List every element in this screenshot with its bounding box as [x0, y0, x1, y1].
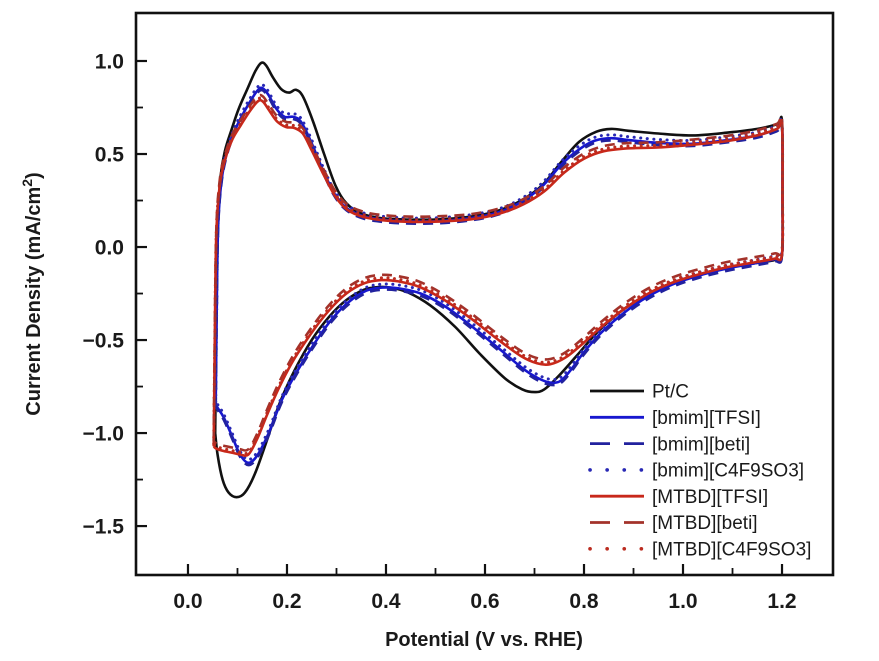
y-axis-label: Current Density (mA/cm2) — [19, 172, 45, 415]
x-tick-label: 1.0 — [668, 590, 697, 613]
x-tick-label: 0.8 — [569, 590, 599, 613]
cv-curve-mtbd-dotted — [212, 96, 785, 455]
legend-label: [bmim][C4F9SO3] — [652, 461, 804, 482]
legend-label: [MTBD][TFSI] — [652, 487, 768, 508]
x-tick-label: 0.6 — [470, 590, 499, 613]
x-tick-label: 0.4 — [371, 590, 401, 613]
y-tick-label: −1.5 — [83, 515, 125, 538]
x-tick-label: 1.2 — [767, 590, 796, 613]
legend-label: Pt/C — [652, 382, 689, 403]
y-tick-label: 0.5 — [95, 143, 125, 166]
x-tick-label: 0.2 — [272, 590, 301, 613]
y-tick-label: 0.0 — [95, 236, 124, 259]
legend-label: [bmim][beti] — [652, 434, 750, 455]
cv-curve-bmim-dotted — [214, 82, 785, 461]
legend-label: [MTBD][beti] — [652, 513, 758, 534]
cv-curve-bmim-dashed — [214, 88, 785, 467]
legend-label: [MTBD][C4F9SO3] — [652, 539, 811, 560]
y-tick-label: 1.0 — [95, 50, 124, 73]
x-axis-label: Potential (V vs. RHE) — [385, 629, 583, 651]
y-tick-label: −1.0 — [83, 422, 124, 445]
x-tick-label: 0.0 — [173, 590, 202, 613]
y-tick-label: −0.5 — [83, 329, 125, 352]
legend-label: [bmim][TFSI] — [652, 408, 761, 429]
plot-frame — [134, 11, 835, 577]
cv-curve-mtbd-dashed — [212, 93, 785, 452]
